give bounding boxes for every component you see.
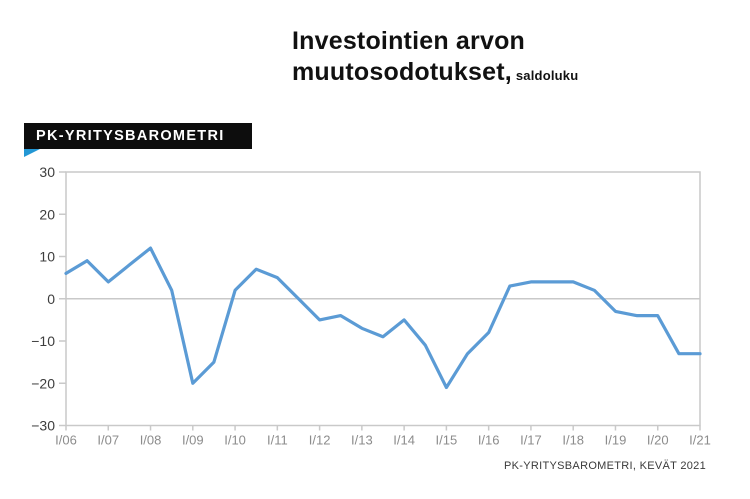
barometer-banner-label: PK-YRITYSBAROMETRI bbox=[36, 128, 225, 144]
x-axis-label: I/15 bbox=[436, 433, 458, 448]
x-axis-label: I/12 bbox=[309, 433, 331, 448]
y-axis-label: 0 bbox=[47, 291, 55, 307]
chart-title-line2: muutosodotukset, saldoluku bbox=[292, 57, 578, 91]
data-series-line bbox=[64, 246, 702, 390]
x-axis-label: I/18 bbox=[562, 433, 584, 448]
x-axis-label: I/08 bbox=[140, 433, 162, 448]
y-axis-label: 20 bbox=[39, 206, 55, 222]
y-axis-label: −30 bbox=[31, 418, 55, 434]
x-axis-label: I/17 bbox=[520, 433, 542, 448]
banner-corner-triangle-icon bbox=[24, 149, 40, 157]
x-axis-label: I/09 bbox=[182, 433, 204, 448]
chart-title-line2-text: muutosodotukset, bbox=[292, 58, 512, 86]
x-axis-label: I/06 bbox=[55, 433, 77, 448]
y-axis-label: −20 bbox=[31, 375, 55, 391]
x-axis-label: I/21 bbox=[689, 433, 711, 448]
y-axis-label: −10 bbox=[31, 333, 55, 349]
x-axis-label: I/14 bbox=[393, 433, 415, 448]
y-axis-label: 30 bbox=[39, 164, 55, 180]
x-axis-label: I/10 bbox=[224, 433, 246, 448]
x-axis-label: I/19 bbox=[605, 433, 627, 448]
y-axis-label: 10 bbox=[39, 249, 55, 265]
source-footer: PK-YRITYSBAROMETRI, KEVÄT 2021 bbox=[504, 460, 706, 472]
x-axis-label: I/13 bbox=[351, 433, 373, 448]
chart-title-line1: Investointien arvon bbox=[292, 27, 526, 55]
chart-title: Investointien arvon muutosodotukset, sald… bbox=[292, 26, 578, 91]
x-axis-label: I/07 bbox=[97, 433, 119, 448]
x-axis-label: I/20 bbox=[647, 433, 669, 448]
chart-title-suffix: saldoluku bbox=[515, 68, 579, 83]
x-axis-label: I/11 bbox=[267, 433, 288, 448]
x-axis-label: I/16 bbox=[478, 433, 500, 448]
barometer-banner: PK-YRITYSBAROMETRI bbox=[24, 123, 252, 149]
